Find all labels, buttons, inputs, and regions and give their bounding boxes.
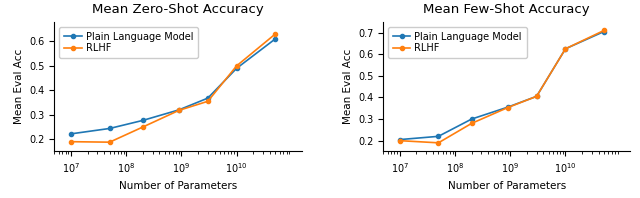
- Plain Language Model: [504, 106, 511, 108]
- Line: Plain Language Model: Plain Language Model: [69, 37, 277, 136]
- Plain Language Model: [204, 97, 212, 99]
- RLHF: [67, 141, 75, 143]
- Line: RLHF: RLHF: [69, 32, 277, 144]
- RLHF: [106, 141, 113, 143]
- Line: RLHF: RLHF: [397, 28, 606, 145]
- RLHF: [435, 142, 442, 144]
- Plain Language Model: [106, 127, 113, 130]
- RLHF: [504, 106, 511, 109]
- RLHF: [233, 65, 241, 67]
- RLHF: [562, 48, 570, 50]
- Line: Plain Language Model: Plain Language Model: [397, 30, 606, 142]
- Title: Mean Few-Shot Accuracy: Mean Few-Shot Accuracy: [424, 3, 590, 16]
- Y-axis label: Mean Eval Acc: Mean Eval Acc: [13, 49, 24, 124]
- Plain Language Model: [175, 109, 183, 111]
- Y-axis label: Mean Eval Acc: Mean Eval Acc: [342, 49, 353, 124]
- RLHF: [600, 29, 608, 32]
- Legend: Plain Language Model, RLHF: Plain Language Model, RLHF: [388, 27, 527, 58]
- X-axis label: Number of Parameters: Number of Parameters: [447, 181, 566, 190]
- Plain Language Model: [562, 48, 570, 50]
- Plain Language Model: [532, 95, 540, 98]
- Plain Language Model: [271, 38, 279, 40]
- Plain Language Model: [233, 67, 241, 69]
- Plain Language Model: [468, 118, 476, 120]
- X-axis label: Number of Parameters: Number of Parameters: [119, 181, 237, 190]
- RLHF: [271, 33, 279, 35]
- RLHF: [396, 139, 404, 142]
- RLHF: [468, 122, 476, 125]
- RLHF: [139, 126, 147, 128]
- Plain Language Model: [139, 119, 147, 122]
- Plain Language Model: [435, 135, 442, 138]
- RLHF: [204, 100, 212, 103]
- Legend: Plain Language Model, RLHF: Plain Language Model, RLHF: [60, 27, 198, 58]
- Plain Language Model: [600, 30, 608, 33]
- Plain Language Model: [67, 133, 75, 135]
- Plain Language Model: [396, 138, 404, 141]
- Title: Mean Zero-Shot Accuracy: Mean Zero-Shot Accuracy: [92, 3, 264, 16]
- RLHF: [175, 109, 183, 111]
- RLHF: [532, 95, 540, 98]
